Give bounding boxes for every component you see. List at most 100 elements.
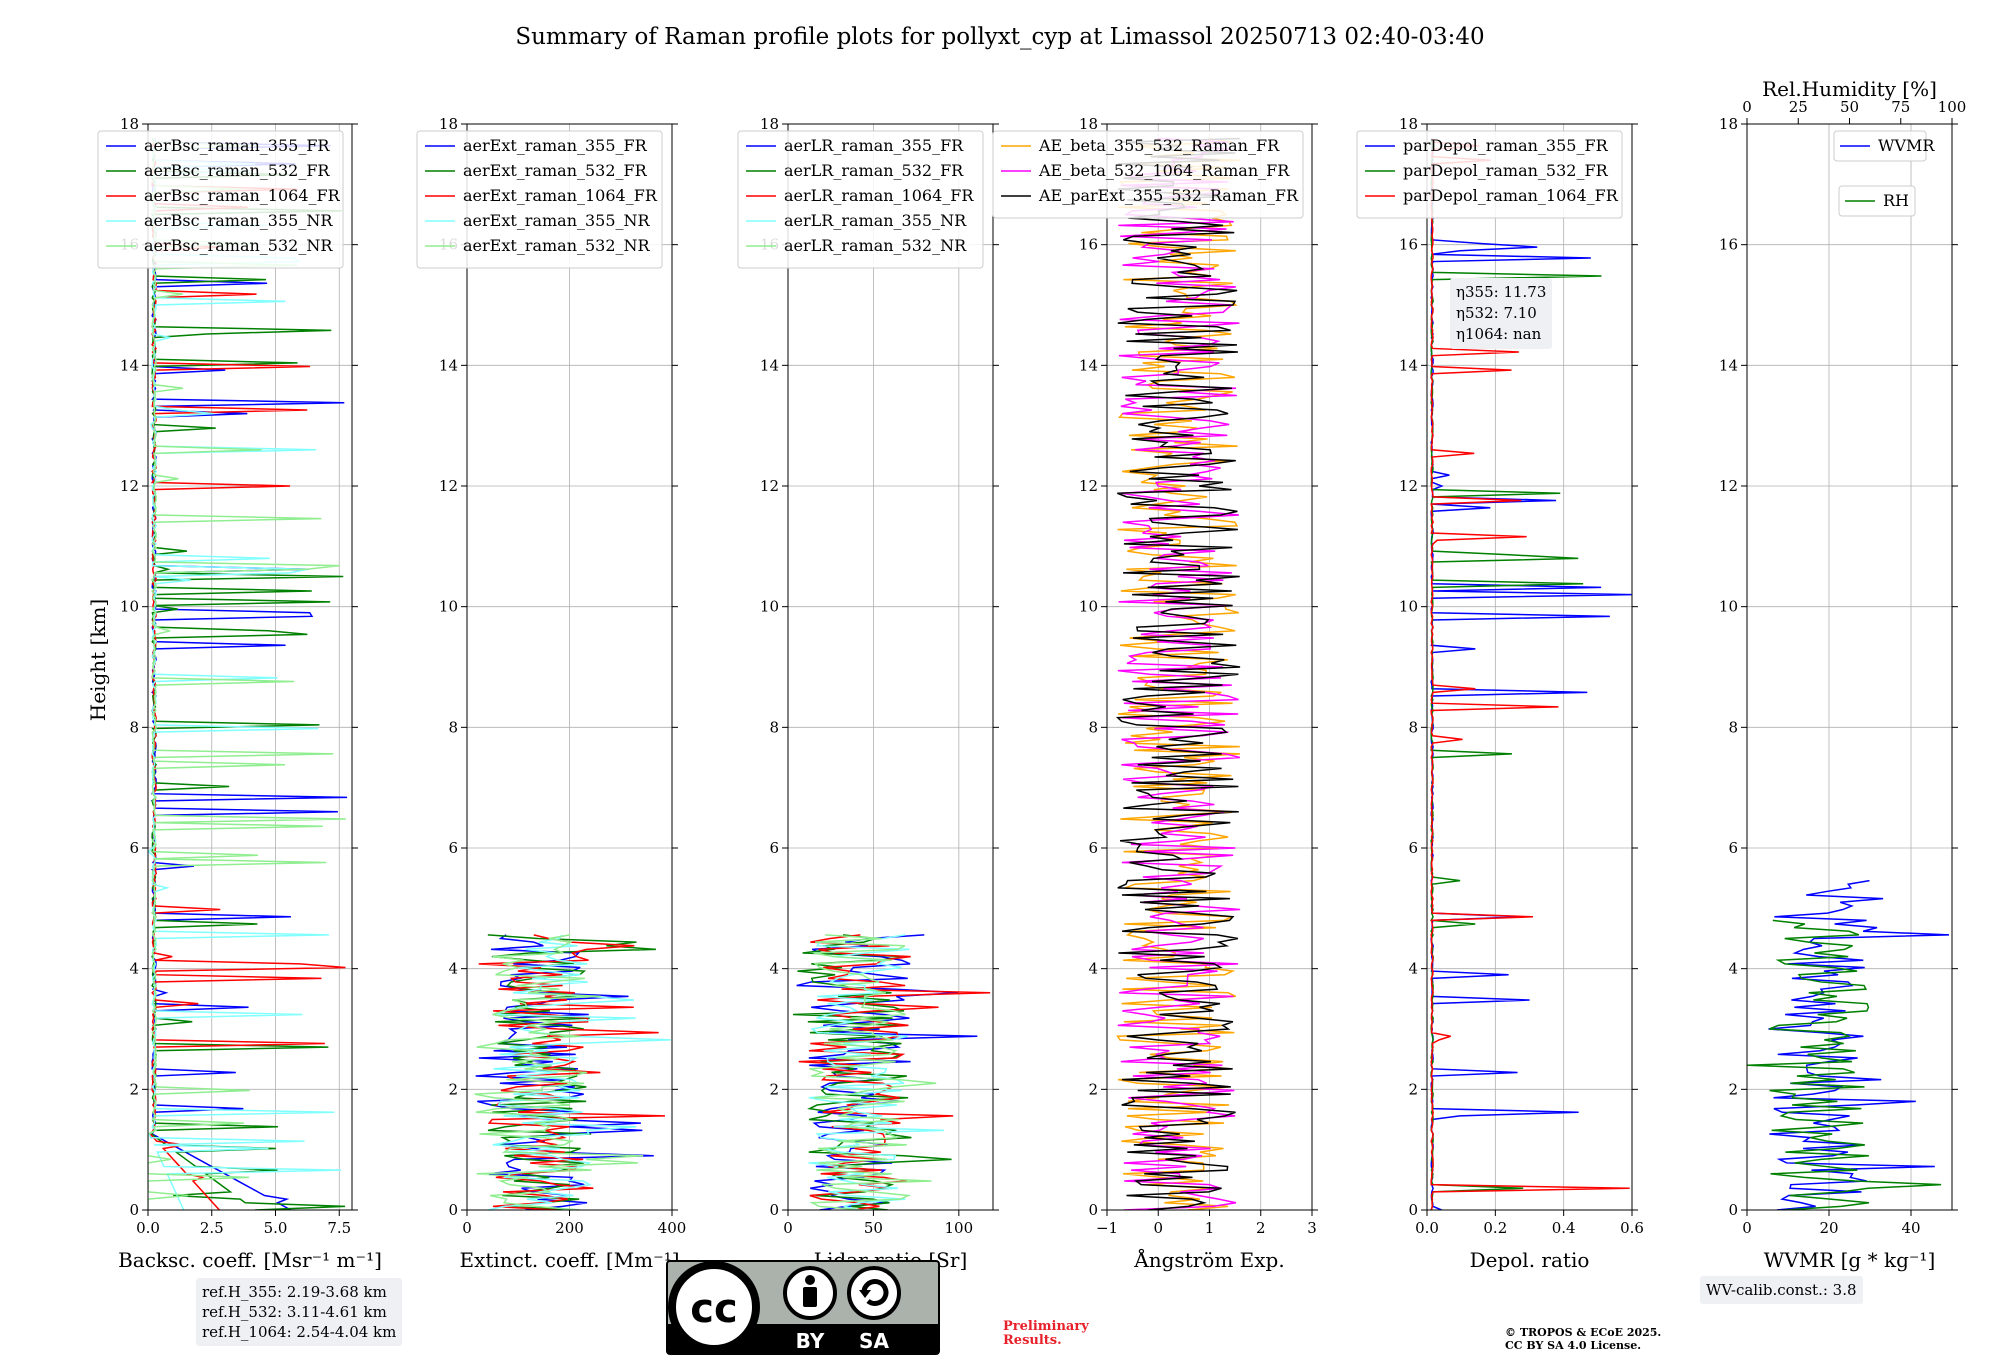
y-tick-label: 2 xyxy=(1728,1080,1738,1098)
panel-extinction: 0246810121416180200400Extinct. coeff. [M… xyxy=(416,115,687,1272)
legend-entry: aerExt_raman_1064_FR xyxy=(463,186,658,205)
legend-frame xyxy=(737,130,984,269)
series-line-5 xyxy=(474,934,644,1210)
legend-entry: AE_beta_532_1064_Raman_FR xyxy=(1038,161,1290,180)
axes-frame xyxy=(1426,123,1633,1211)
reference-height-box: ref.H_355: 2.19-3.68 km ref.H_532: 3.11-… xyxy=(196,1278,403,1346)
x-axis-label: Ångström Exp. xyxy=(1133,1247,1284,1272)
y-tick-label: 6 xyxy=(1728,839,1738,857)
series-lines xyxy=(1747,879,1950,1210)
sa-share-alike-icon xyxy=(847,1266,901,1320)
y-tick-label: 18 xyxy=(439,115,458,133)
legend-entry: aerExt_raman_532_FR xyxy=(463,161,648,180)
y-tick-label: 2 xyxy=(448,1080,458,1098)
series-line-1 xyxy=(475,934,654,1210)
y-tick-label: 0 xyxy=(1728,1201,1738,1219)
x-axis-label: WVMR [g * kg⁻¹] xyxy=(1764,1248,1936,1272)
copyright-line-2: CC BY SA 4.0 License. xyxy=(1505,1339,1642,1352)
cc-logo-text: cc xyxy=(690,1286,737,1332)
y-tick-label: 6 xyxy=(448,839,458,857)
y-tick-label: 4 xyxy=(1728,960,1738,978)
y-tick-label: 4 xyxy=(1408,960,1418,978)
y-tick-label: 10 xyxy=(760,598,779,616)
y-tick-label: 10 xyxy=(1079,598,1098,616)
top-x-tick-label: 25 xyxy=(1789,98,1808,116)
y-tick-label: 6 xyxy=(1408,839,1418,857)
copyright-line-1: © TROPOS & ECoE 2025. xyxy=(1505,1326,1662,1339)
legend-entry: aerLR_raman_355_NR xyxy=(784,211,967,230)
y-tick-label: 10 xyxy=(439,598,458,616)
y-tick-label: 6 xyxy=(1088,839,1098,857)
y-tick-label: 16 xyxy=(1399,236,1418,254)
series-lines xyxy=(792,934,991,1210)
series-line-3 xyxy=(478,934,665,1210)
y-tick-label: 8 xyxy=(1728,718,1738,736)
x-tick-label: 0 xyxy=(1153,1219,1163,1237)
legend-frame xyxy=(1356,130,1623,219)
top-x-tick-label: 75 xyxy=(1891,98,1910,116)
y-tick-label: 18 xyxy=(1399,115,1418,133)
legend-entry: aerBsc_raman_355_FR xyxy=(144,136,330,155)
y-tick-label: 2 xyxy=(129,1080,139,1098)
y-tick-label: 10 xyxy=(1399,598,1418,616)
y-tick-label: 8 xyxy=(448,718,458,736)
y-tick-label: 0 xyxy=(1408,1201,1418,1219)
series-lines xyxy=(1115,137,1241,1210)
series-lines xyxy=(474,934,671,1210)
y-tick-label: 12 xyxy=(1079,477,1098,495)
legend: aerBsc_raman_355_FR aerBsc_raman_532_FRae… xyxy=(97,130,344,269)
x-tick-label: 2 xyxy=(1256,1219,1266,1237)
x-tick-label: 0.6 xyxy=(1620,1219,1644,1237)
y-tick-label: 2 xyxy=(1408,1080,1418,1098)
legend-entry: AE_parExt_355_532_Raman_FR xyxy=(1038,186,1299,205)
eta-1064: η1064: nan xyxy=(1456,325,1542,343)
y-tick-label: 18 xyxy=(1079,115,1098,133)
series-lines xyxy=(1430,138,1632,1210)
eta-355: η355: 11.73 xyxy=(1456,283,1547,301)
y-tick-label: 2 xyxy=(1088,1080,1098,1098)
y-tick-label: 6 xyxy=(129,839,139,857)
x-tick-label: 2.5 xyxy=(200,1219,224,1237)
eta-box: η355: 11.73 η532: 7.10 η1064: nan xyxy=(1450,278,1553,349)
grid xyxy=(1746,123,1952,1211)
legend: WVMR RH xyxy=(1833,130,1935,217)
y-tick-label: 0 xyxy=(769,1201,779,1219)
legend-entry: aerExt_raman_355_NR xyxy=(463,211,651,230)
series-line-5 xyxy=(148,138,346,1210)
y-tick-label: 14 xyxy=(1719,356,1738,374)
top-x-tick-label: 0 xyxy=(1742,98,1752,116)
preliminary-line-1: Preliminary xyxy=(1003,1319,1089,1334)
y-tick-label: 8 xyxy=(1408,718,1418,736)
y-tick-label: 4 xyxy=(1088,960,1098,978)
ref-height-1064: ref.H_1064: 2.54-4.04 km xyxy=(202,1323,397,1341)
legend-frame xyxy=(416,130,663,269)
eta-532: η532: 7.10 xyxy=(1456,304,1537,322)
x-tick-label: 0.4 xyxy=(1552,1219,1576,1237)
x-axis-label: Extinct. coeff. [Mm⁻¹] xyxy=(459,1248,679,1272)
top-x-tick-label: 50 xyxy=(1840,98,1859,116)
series-line-5 xyxy=(809,934,937,1210)
y-tick-label: 12 xyxy=(439,477,458,495)
x-tick-label: 400 xyxy=(658,1219,687,1237)
y-tick-label: 4 xyxy=(769,960,779,978)
x-axis-label: Depol. ratio xyxy=(1470,1248,1590,1272)
y-tick-label: 4 xyxy=(129,960,139,978)
x-tick-label: 0 xyxy=(462,1219,472,1237)
figure-title: Summary of Raman profile plots for polly… xyxy=(515,24,1484,50)
legend-frame xyxy=(1838,185,1916,217)
y-tick-label: 14 xyxy=(439,356,458,374)
legend-entry: aerBsc_raman_532_FR xyxy=(144,161,330,180)
axes-frame xyxy=(147,123,353,1211)
y-tick-label: 18 xyxy=(120,115,139,133)
grid xyxy=(466,123,673,1211)
y-tick-label: 16 xyxy=(1079,236,1098,254)
cc-by-sa-badge: cc BY SA xyxy=(666,1260,940,1355)
preliminary-results-note: Preliminary Results. xyxy=(1003,1320,1089,1348)
y-axis-label: Height [km] xyxy=(86,599,110,721)
legend-entry: aerLR_raman_532_NR xyxy=(784,236,967,255)
y-tick-label: 18 xyxy=(1719,115,1738,133)
